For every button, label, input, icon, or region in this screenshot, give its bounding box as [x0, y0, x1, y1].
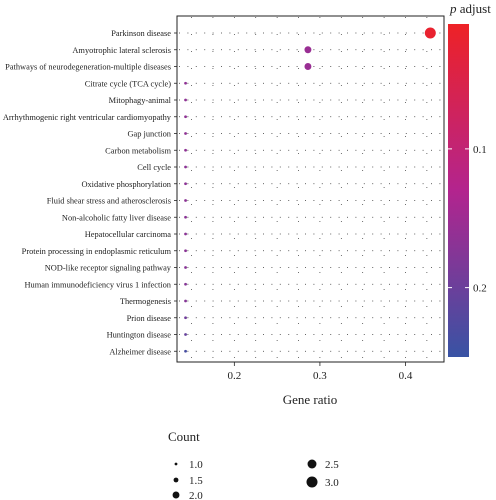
category-label: Carbon metabolism: [105, 146, 171, 155]
size-legend-title: Count: [168, 429, 200, 444]
size-legend-dot: [173, 477, 179, 483]
category-label: Hepatocellular carcinoma: [85, 230, 172, 239]
size-legend-label: 2.0: [189, 490, 203, 500]
size-legend-dot: [174, 462, 178, 466]
category-label: Pathways of neurodegeneration-multiple d…: [5, 63, 171, 72]
data-point: [184, 316, 187, 320]
category-label: Alzheimer disease: [109, 347, 171, 356]
category-label: Human immunodeficiency virus 1 infection: [24, 280, 171, 289]
data-point: [184, 98, 187, 102]
data-point: [184, 282, 187, 286]
color-tick-label: 0.2: [473, 283, 487, 295]
category-label: Prion disease: [127, 314, 172, 323]
category-label: Citrate cycle (TCA cycle): [85, 79, 171, 88]
size-legend-label: 2.5: [325, 459, 339, 471]
x-tick-label: 0.4: [399, 370, 413, 382]
size-legend-label: 1.5: [189, 475, 203, 487]
category-label: Amyotrophic lateral sclerosis: [72, 46, 171, 55]
data-point: [304, 46, 312, 54]
size-legend: Count 1.0 1.5 2.0 2.5 3.0: [168, 429, 339, 500]
size-legend-label: 3.0: [325, 477, 339, 489]
color-bar: [448, 24, 469, 357]
color-legend-title-italic: p: [449, 1, 457, 16]
data-point: [184, 165, 187, 169]
size-legend-dot: [172, 491, 180, 499]
category-label: Fluid shear stress and atherosclerosis: [47, 197, 171, 206]
data-point: [184, 249, 187, 253]
data-point: [304, 63, 312, 70]
color-legend: p adjust 0.1 0.2: [448, 1, 491, 357]
x-tick-label: 0.2: [227, 370, 241, 382]
y-axis: Parkinson disease Amyotrophic lateral scl…: [3, 29, 177, 356]
data-point: [184, 81, 187, 85]
color-legend-title-rest: adjust: [457, 1, 492, 16]
x-tick-label: 0.3: [313, 370, 327, 382]
grid-lines: [179, 17, 442, 361]
data-point: [184, 199, 187, 202]
category-label: Thermogenesis: [120, 297, 171, 306]
category-label: Huntington disease: [107, 331, 172, 340]
category-label: Arrhythmogenic right ventricular cardiom…: [3, 113, 172, 122]
category-label: Cell cycle: [137, 163, 171, 172]
data-point: [184, 215, 187, 219]
data-point: [184, 299, 187, 303]
category-label: Mitophagy-animal: [109, 96, 172, 105]
data-point: [184, 148, 187, 152]
x-axis: 0.2 0.3 0.4: [227, 362, 413, 382]
data-point: [184, 333, 187, 336]
data-point: [184, 132, 187, 135]
data-point: [184, 266, 187, 269]
category-label: NOD-like receptor signaling pathway: [45, 264, 172, 273]
size-legend-label: 1.0: [189, 459, 203, 471]
category-label: Protein processing in endoplasmic reticu…: [22, 247, 172, 256]
color-tick-label: 0.1: [473, 144, 487, 156]
color-legend-title: p adjust: [449, 1, 491, 16]
size-legend-dot: [306, 476, 318, 488]
data-point: [184, 115, 187, 119]
data-point: [184, 232, 187, 236]
x-axis-title: Gene ratio: [283, 392, 338, 407]
category-label: Oxidative phosphorylation: [81, 180, 171, 189]
category-label: Parkinson disease: [111, 29, 171, 38]
plot-panel: [176, 15, 445, 363]
data-point: [424, 27, 436, 39]
data-point: [184, 182, 187, 186]
size-legend-dot: [307, 459, 317, 469]
data-points: [184, 27, 436, 353]
category-label: Gap junction: [128, 130, 172, 139]
data-point: [184, 349, 187, 353]
category-label: Non-alcoholic fatty liver disease: [62, 213, 171, 222]
